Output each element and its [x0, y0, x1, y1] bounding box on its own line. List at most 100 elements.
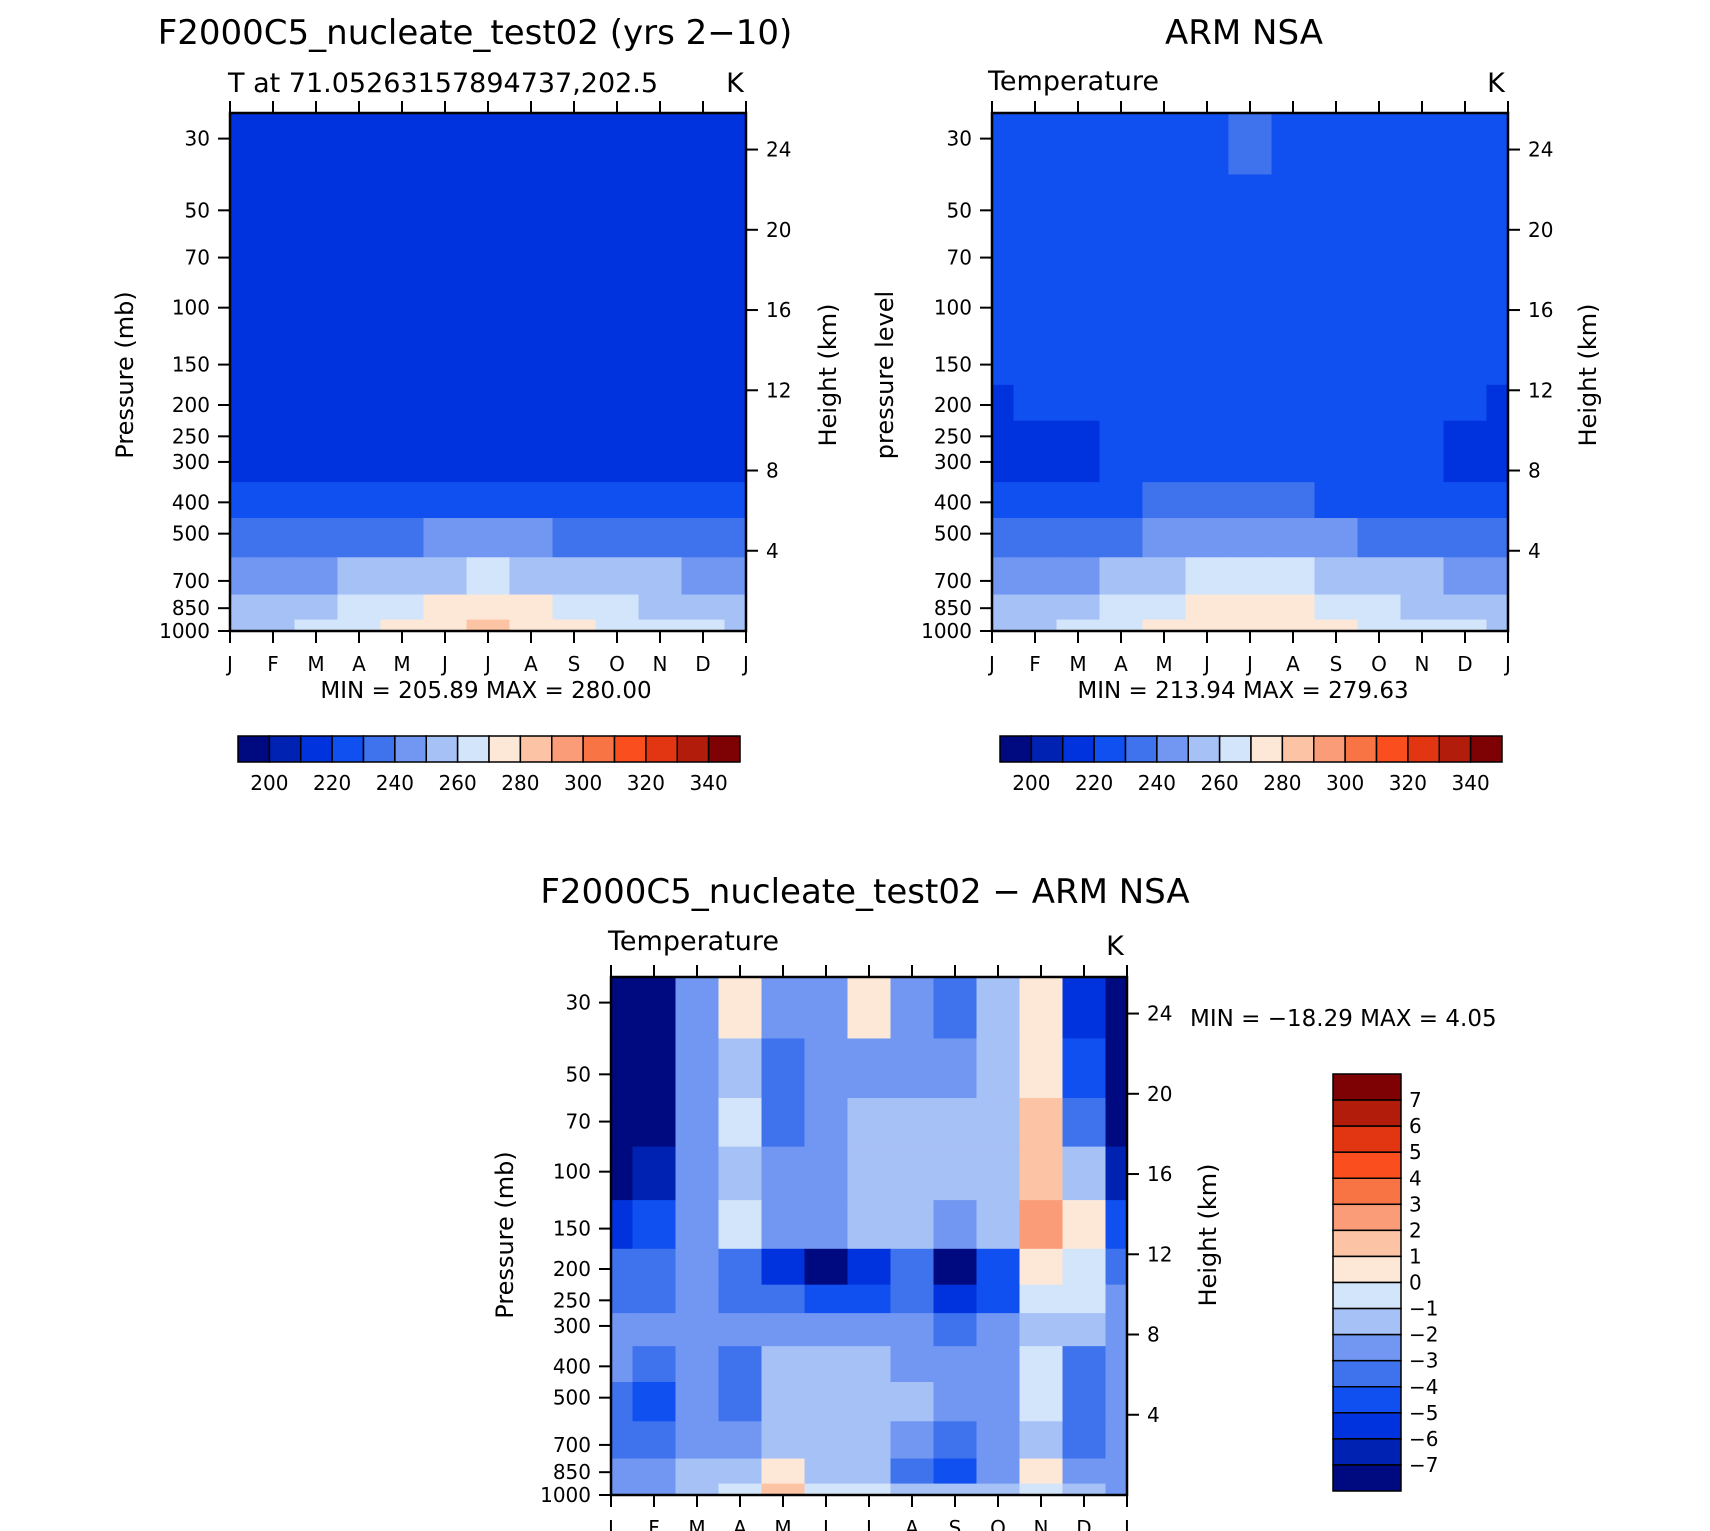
- heatmap-cell: [1019, 1313, 1064, 1347]
- y-tick-label: 100: [553, 1160, 591, 1184]
- colorbar-swatch: [1332, 1333, 1402, 1362]
- heatmap-cell: [976, 1382, 1021, 1422]
- heatmap-cell: [337, 233, 382, 284]
- heatmap-cell: [681, 233, 726, 284]
- heatmap-cell: [466, 619, 511, 632]
- heatmap-cell: [1271, 233, 1316, 284]
- heatmap-cell: [1013, 619, 1058, 632]
- heatmap-cell: [847, 1097, 892, 1148]
- y-tick-label: 300: [172, 450, 210, 474]
- heatmap-cell: [1228, 594, 1273, 621]
- heatmap-cell: [847, 1146, 892, 1201]
- heatmap-cell: [1099, 594, 1144, 621]
- heatmap-cell: [423, 482, 468, 519]
- heatmap-cell: [681, 384, 726, 422]
- heatmap-cell: [1228, 282, 1273, 337]
- colorbar-label: 5: [1409, 1140, 1422, 1164]
- heatmap-cell: [1228, 233, 1273, 284]
- heatmap-cell: [1400, 282, 1445, 337]
- colorbar-swatch: [268, 735, 302, 763]
- heatmap-cell: [337, 518, 382, 558]
- y-tick-label: 30: [185, 127, 210, 151]
- heatmap-cell: [718, 1038, 763, 1099]
- x-tick-label: M: [307, 652, 324, 676]
- colorbar-label: 220: [1075, 771, 1113, 795]
- heatmap-cell: [675, 1382, 720, 1422]
- heatmap-cell: [1019, 1421, 1064, 1460]
- heatmap-cell: [1062, 1248, 1107, 1286]
- heatmap-cell: [1271, 282, 1316, 337]
- heatmap-cell: [1062, 1097, 1107, 1148]
- heatmap-cell: [509, 518, 554, 558]
- heatmap-cell: [976, 1097, 1021, 1148]
- heatmap-cell: [552, 282, 597, 337]
- y-right-tick-label: 16: [766, 298, 791, 322]
- heatmap-cell: [1443, 557, 1488, 596]
- heatmap-cell: [552, 482, 597, 519]
- heatmap-cell: [632, 1421, 677, 1460]
- y-tick-label: 200: [934, 393, 972, 417]
- colorbar-swatch: [237, 735, 271, 763]
- x-tick-label: J: [483, 652, 491, 676]
- colorbar-label: 240: [1138, 771, 1176, 795]
- heatmap-cell: [466, 482, 511, 519]
- heatmap-cell: [890, 1200, 935, 1250]
- y-tick-label: 50: [185, 198, 210, 222]
- y-tick-label: 150: [934, 353, 972, 377]
- heatmap-cell: [1105, 1346, 1128, 1383]
- heatmap-cell: [1142, 233, 1187, 284]
- heatmap-cell: [509, 174, 554, 235]
- heatmap-cell: [251, 449, 296, 483]
- heatmap-cell: [1105, 1038, 1128, 1099]
- heatmap-cell: [251, 282, 296, 337]
- heatmap-cell: [1019, 1458, 1064, 1485]
- heatmap-cell: [230, 594, 253, 621]
- heatmap-cell: [1357, 449, 1402, 483]
- heatmap-cell: [230, 518, 253, 558]
- panel-obs-title: ARM NSA: [1165, 13, 1323, 53]
- heatmap-cell: [1400, 594, 1445, 621]
- heatmap-cell: [1185, 113, 1230, 176]
- heatmap-cell: [1443, 518, 1488, 558]
- x-tick-label: J: [1122, 1516, 1130, 1531]
- heatmap-cell: [1486, 113, 1509, 176]
- heatmap-cell: [638, 113, 683, 176]
- heatmap-cell: [294, 113, 339, 176]
- heatmap-cell: [251, 233, 296, 284]
- heatmap-cell: [380, 336, 425, 386]
- heatmap-cell: [1400, 482, 1445, 519]
- x-tick-label: D: [1076, 1516, 1091, 1531]
- heatmap-cell: [595, 174, 640, 235]
- heatmap-cell: [933, 1200, 978, 1250]
- x-tick-label: J: [987, 652, 995, 676]
- heatmap-cell: [804, 1382, 849, 1422]
- heatmap-cell: [1013, 384, 1058, 422]
- heatmap-cell: [595, 619, 640, 632]
- heatmap-cell: [1105, 1200, 1128, 1250]
- heatmap-cell: [1314, 420, 1359, 450]
- heatmap-cell: [1400, 336, 1445, 386]
- heatmap-cell: [552, 619, 597, 632]
- heatmap-cell: [1142, 518, 1187, 558]
- heatmap-cell: [595, 113, 640, 176]
- heatmap-cell: [337, 449, 382, 483]
- colorbar-swatch: [456, 735, 490, 763]
- heatmap-cell: [675, 1146, 720, 1201]
- colorbar-swatch: [331, 735, 365, 763]
- heatmap-cell: [595, 482, 640, 519]
- heatmap-cell: [992, 233, 1015, 284]
- y-right-tick-label: 20: [1147, 1082, 1172, 1106]
- y-tick-label: 70: [185, 246, 210, 270]
- heatmap-cell: [632, 1284, 677, 1314]
- heatmap-cell: [804, 1097, 849, 1148]
- heatmap-cell: [718, 1483, 763, 1496]
- heatmap-cell: [675, 1483, 720, 1496]
- x-tick-label: A: [352, 652, 366, 676]
- heatmap-cell: [251, 482, 296, 519]
- panel-model-title: F2000C5_nucleate_test02 (yrs 2−10): [158, 13, 793, 53]
- heatmap-cell: [1228, 420, 1273, 450]
- heatmap-cell: [466, 594, 511, 621]
- x-tick-label: J: [606, 1516, 614, 1531]
- heatmap-cell: [294, 336, 339, 386]
- heatmap-cell: [724, 336, 747, 386]
